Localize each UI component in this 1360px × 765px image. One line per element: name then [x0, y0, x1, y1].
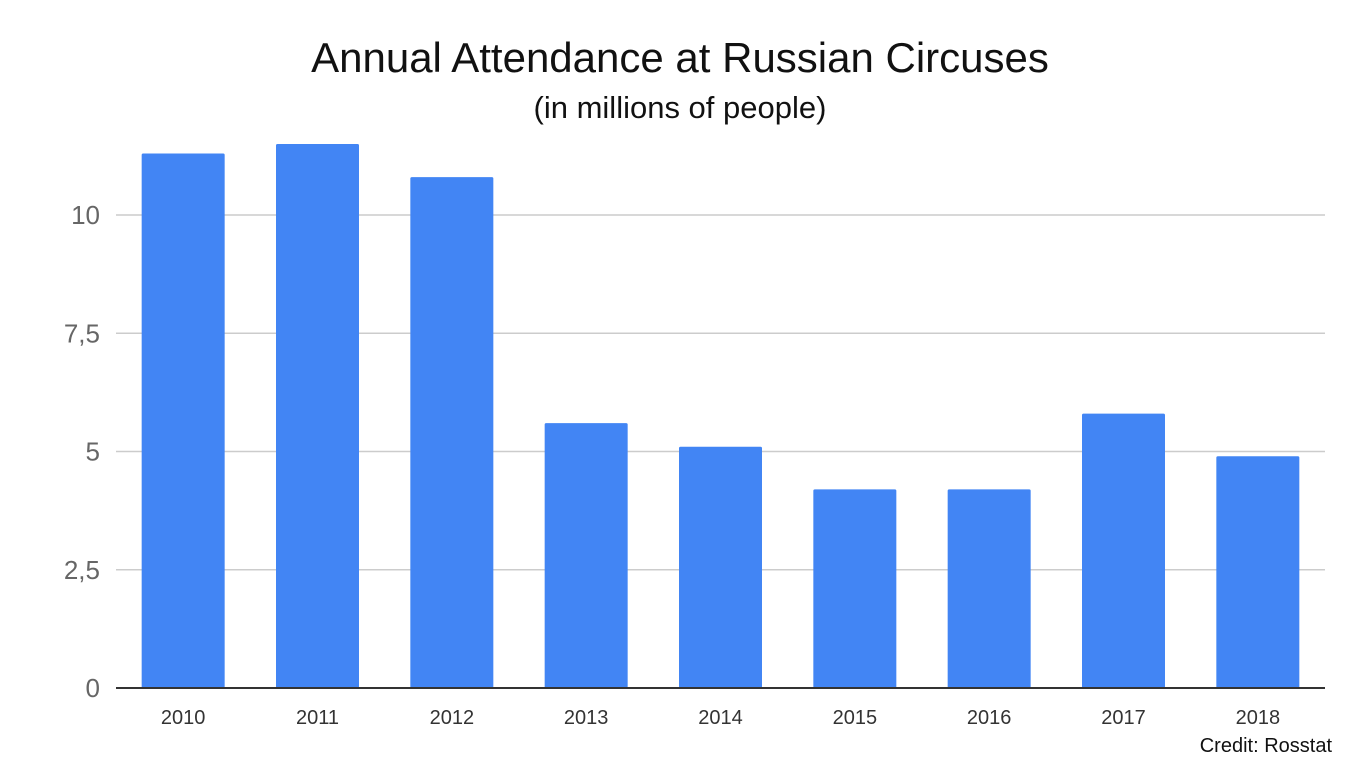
bars: [141, 144, 1300, 689]
y-tick-label: 2,5: [64, 555, 100, 585]
bar-2014: [679, 446, 762, 688]
bar-2015: [813, 489, 897, 688]
x-tick-label: 2016: [967, 707, 1012, 729]
x-tick-label: 2012: [430, 707, 475, 729]
x-tick-label: 2010: [161, 707, 206, 729]
bar-2010: [141, 153, 225, 688]
x-tick-label: 2011: [296, 707, 339, 729]
bar-2018: [1216, 456, 1300, 688]
chart-title: Annual Attendance at Russian Circuses: [311, 34, 1049, 81]
bar-2013: [544, 423, 628, 688]
x-axis-ticks: 2010 2011 2012 2013 2014 2015 2016 2017 2018: [161, 707, 1280, 729]
credit-label: Credit: Rosstat: [1199, 735, 1332, 757]
y-tick-label: 0: [86, 673, 100, 703]
y-tick-label: 10: [71, 200, 100, 230]
x-tick-label: 2014: [698, 707, 743, 729]
x-tick-label: 2015: [833, 707, 878, 729]
bar-2011: [276, 144, 359, 689]
y-axis-ticks: 0 2,5 5 7,5 10: [64, 200, 100, 703]
x-tick-label: 2018: [1236, 707, 1281, 729]
bar-2012: [410, 177, 494, 688]
y-tick-label: 5: [86, 437, 100, 467]
chart-subtitle: (in millions of people): [533, 90, 827, 125]
x-tick-label: 2013: [564, 707, 609, 729]
bar-2016: [947, 489, 1031, 688]
bar-2017: [1082, 413, 1165, 688]
x-tick-label: 2017: [1101, 707, 1146, 729]
y-tick-label: 7,5: [64, 318, 100, 348]
